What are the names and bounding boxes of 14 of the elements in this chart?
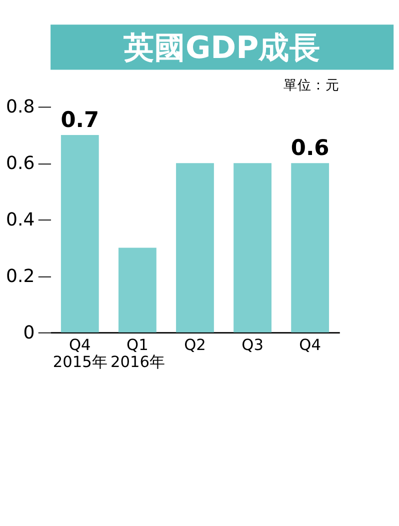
data-label: 0.6 <box>290 136 330 162</box>
x-tick-label: Q1 2016年 <box>110 336 164 372</box>
x-tick-label: Q2 <box>184 336 206 354</box>
x-tick-label: Q3 <box>242 336 264 354</box>
x-tick-label: Q4 2015年 <box>52 336 107 372</box>
x-tick-label: Q4 <box>299 336 321 354</box>
y-tick-label: 0.8 <box>6 96 35 118</box>
data-label: 0.7 <box>60 108 100 133</box>
y-tick-label: 0 <box>23 322 35 344</box>
chart-title: 英國GDP成長 <box>122 30 321 66</box>
y-tick-label: 0.2 <box>6 266 35 287</box>
y-tick-label: 0.6 <box>6 153 35 174</box>
y-tick-label: 0.4 <box>6 209 35 230</box>
chart-subtitle: 單位：元 <box>283 78 340 94</box>
